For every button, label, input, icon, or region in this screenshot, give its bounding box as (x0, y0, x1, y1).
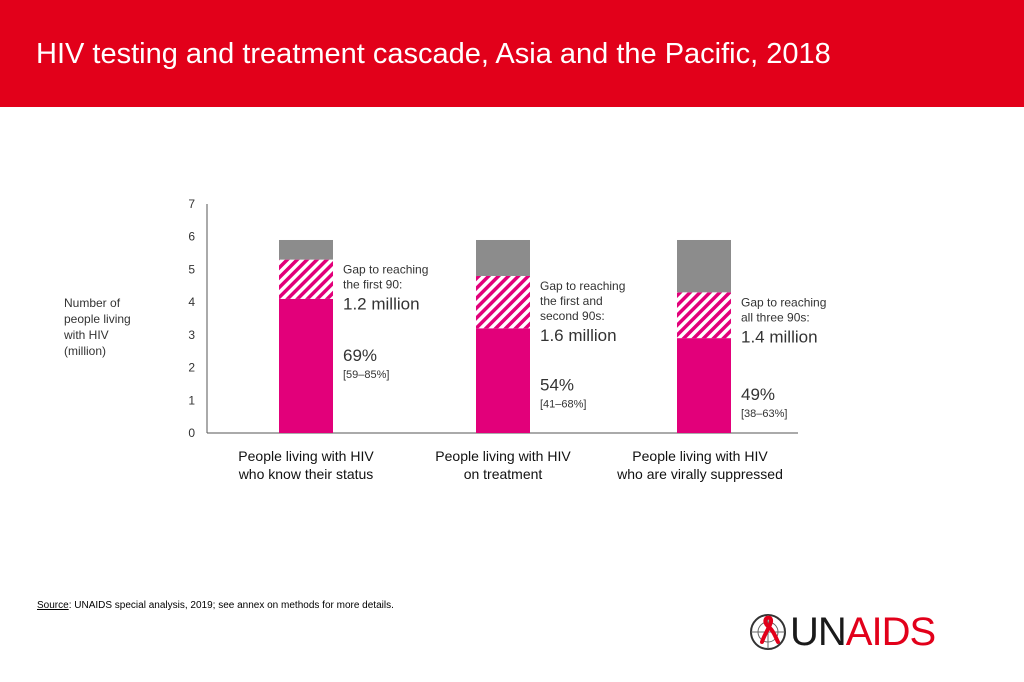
y-tick-label: 1 (188, 393, 195, 407)
gap-label-line: the first 90: (343, 278, 402, 292)
bar-gap (279, 259, 333, 299)
gap-value: 1.4 million (741, 327, 818, 346)
y-tick-label: 4 (188, 295, 195, 309)
gap-label-line: second 90s: (540, 309, 605, 323)
y-axis-label: Number of people living with HIV (million) (63, 296, 131, 358)
bar-remaining (476, 239, 530, 276)
x-category-label: People living with HIV (238, 448, 374, 464)
percent-label: 49% (741, 385, 775, 404)
gap-label-line: the first and (540, 294, 603, 308)
y-tick-label: 0 (188, 426, 195, 440)
bars (279, 239, 731, 433)
gap-label-line: all three 90s: (741, 310, 810, 324)
gap-label-line: Gap to reaching (741, 295, 826, 309)
un-emblem-icon (750, 614, 786, 650)
gap-value: 1.6 million (540, 326, 617, 345)
gap-label-line: Gap to reaching (343, 263, 428, 277)
logo-wordmark: UNAIDS (790, 610, 936, 654)
percent-label: 54% (540, 375, 574, 394)
bar-remaining (677, 239, 731, 293)
bar-remaining (279, 239, 333, 260)
y-axis-label-line: with HIV (63, 328, 109, 342)
y-tick-label: 6 (188, 230, 195, 244)
x-category-label: who are virally suppressed (616, 466, 783, 482)
percent-label: 69% (343, 346, 377, 365)
range-label: [41–68%] (540, 398, 586, 410)
y-axis-label-line: people living (64, 312, 131, 326)
y-tick-label: 2 (188, 361, 195, 375)
gap-label-line: Gap to reaching (540, 279, 625, 293)
x-axis-categories: People living with HIV who know their sta… (238, 448, 783, 482)
unaids-logo: UNAIDS (748, 608, 948, 656)
source-note: Source: UNAIDS special analysis, 2019; s… (37, 600, 394, 611)
bar-achieved (279, 298, 333, 433)
x-category-label: who know their status (238, 466, 374, 482)
bar-achieved (677, 338, 731, 433)
bar-gap (476, 275, 530, 329)
x-category-label: on treatment (464, 466, 543, 482)
x-category-label: People living with HIV (435, 448, 571, 464)
y-axis-label-line: (million) (64, 344, 106, 358)
bar-achieved (476, 328, 530, 433)
bar-gap (677, 292, 731, 339)
x-category-label: People living with HIV (632, 448, 768, 464)
range-label: [38–63%] (741, 408, 787, 420)
y-tick-label: 3 (188, 328, 195, 342)
range-label: [59–85%] (343, 369, 389, 381)
header-banner: HIV testing and treatment cascade, Asia … (0, 0, 1024, 107)
gap-value: 1.2 million (343, 295, 420, 314)
page-title: HIV testing and treatment cascade, Asia … (36, 38, 831, 70)
source-label: Source (37, 600, 69, 611)
y-tick-label: 7 (188, 197, 195, 211)
source-text: : UNAIDS special analysis, 2019; see ann… (68, 600, 394, 611)
y-tick-label: 5 (188, 262, 195, 276)
y-axis-label-line: Number of (64, 296, 121, 310)
